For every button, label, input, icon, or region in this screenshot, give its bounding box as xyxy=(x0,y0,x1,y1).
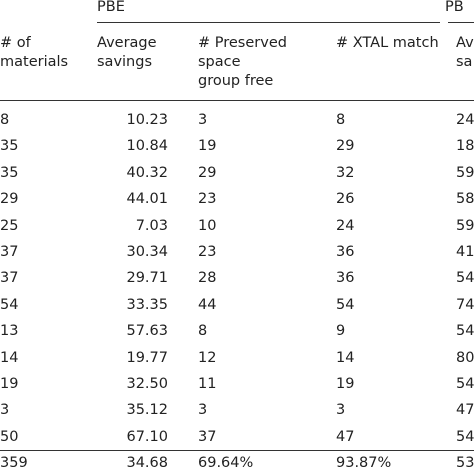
table-cell: 3 xyxy=(198,112,208,128)
table-cell: 3 xyxy=(0,402,10,419)
table-cell: 3 xyxy=(198,402,208,419)
table-cell: 67.10 xyxy=(126,428,168,445)
column-header: savings xyxy=(97,54,152,70)
table-cell: 12 xyxy=(198,349,217,366)
header-rule xyxy=(0,100,474,101)
table-cell: 24 xyxy=(456,112,474,128)
table-cell: 54 xyxy=(0,296,19,313)
group-header: PBE xyxy=(97,0,125,15)
table-cell: 23 xyxy=(198,191,217,208)
table-cell: 44.01 xyxy=(126,191,168,208)
table-cell: 54 xyxy=(456,376,474,392)
table-cell: 11 xyxy=(198,376,217,392)
table-cell: 13 xyxy=(0,323,19,340)
table-cell: 37 xyxy=(0,244,19,260)
column-header: space xyxy=(198,54,241,70)
table-cell: 19 xyxy=(198,138,217,155)
table-cell: 25 xyxy=(0,217,19,234)
table-cell: 36 xyxy=(336,244,355,260)
table-cell: 29 xyxy=(336,138,355,155)
table-cell: 57.63 xyxy=(126,323,168,340)
table-cell: 53 xyxy=(456,455,474,472)
table-cell: 19 xyxy=(336,376,355,392)
table-cell: 14 xyxy=(336,349,355,366)
table-cell: 54 xyxy=(456,428,474,445)
table-cell: 9 xyxy=(336,323,346,340)
table-cell: 40.32 xyxy=(126,164,168,181)
table-cell: 8 xyxy=(198,323,208,340)
table-cell: 50 xyxy=(0,428,19,445)
column-header: # of xyxy=(0,35,31,51)
column-header: group free xyxy=(198,73,274,89)
table-cell: 29.71 xyxy=(126,270,168,287)
table-cell: 29 xyxy=(198,164,217,181)
table-cell: 24 xyxy=(336,217,355,234)
table-cell: 359 xyxy=(0,455,28,472)
group-header: PB xyxy=(445,0,464,15)
table-cell: 29 xyxy=(0,191,19,208)
table-cell: 34.68 xyxy=(126,455,168,472)
table-cell: 26 xyxy=(336,191,355,208)
table-cell: 19.77 xyxy=(126,349,168,366)
table-cell: 59 xyxy=(456,217,474,234)
table-cell: 23 xyxy=(198,244,217,260)
table-cell: 54 xyxy=(456,270,474,287)
column-header: sa xyxy=(456,54,473,70)
table-cell: 41 xyxy=(456,244,474,260)
table-cell: 69.64% xyxy=(198,455,254,472)
table-cell: 58 xyxy=(456,191,474,208)
table-cell: 37 xyxy=(198,428,217,445)
column-header: materials xyxy=(0,54,69,70)
table-cell: 8 xyxy=(336,112,346,128)
table-cell: 35 xyxy=(0,138,19,155)
table-cell: 80 xyxy=(456,349,474,366)
table-cell: 36 xyxy=(336,270,355,287)
table-cell: 14 xyxy=(0,349,19,366)
table-cell: 18 xyxy=(456,138,474,155)
table-cell: 3 xyxy=(336,402,346,419)
table-cell: 74 xyxy=(456,296,474,313)
table-cell: 54 xyxy=(336,296,355,313)
group-rule xyxy=(97,22,440,23)
column-header: # XTAL match xyxy=(336,35,439,51)
table-cell: 59 xyxy=(456,164,474,181)
table-cell: 37 xyxy=(0,270,19,287)
table-cell: 47 xyxy=(456,402,474,419)
table-cell: 54 xyxy=(456,323,474,340)
table-cell: 32 xyxy=(336,164,355,181)
table-cell: 19 xyxy=(0,376,19,392)
table-cell: 93.87% xyxy=(336,455,392,472)
table-cell: 44 xyxy=(198,296,217,313)
table-cell: 7.03 xyxy=(135,217,168,234)
column-header: # Preserved xyxy=(198,35,287,51)
table-cell: 35 xyxy=(0,164,19,181)
table-cell: 32.50 xyxy=(126,376,168,392)
column-header: Average xyxy=(97,35,157,51)
table-cell: 33.35 xyxy=(126,296,168,313)
column-header: Av xyxy=(456,35,474,51)
table-cell: 8 xyxy=(0,112,10,128)
table-cell: 10.23 xyxy=(126,112,168,128)
table-cell: 35.12 xyxy=(126,402,168,419)
table-cell: 28 xyxy=(198,270,217,287)
total-rule xyxy=(0,450,474,452)
group-rule xyxy=(448,22,474,23)
table-cell: 10.84 xyxy=(126,138,168,155)
table-cell: 30.34 xyxy=(126,244,168,260)
table-cell: 47 xyxy=(336,428,355,445)
table-cell: 10 xyxy=(198,217,217,234)
